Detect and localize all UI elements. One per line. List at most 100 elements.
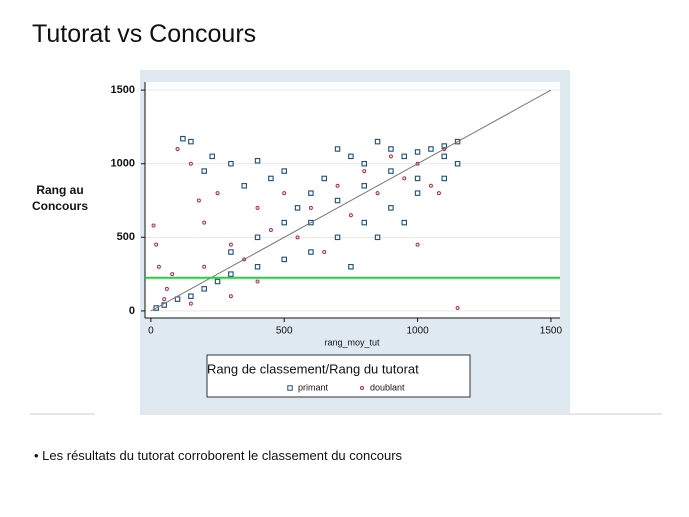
point [308, 219, 314, 226]
point [428, 146, 434, 152]
point [281, 168, 287, 174]
point [175, 146, 180, 151]
point [335, 183, 340, 188]
point [388, 205, 394, 211]
point [362, 169, 367, 174]
point [282, 191, 287, 196]
point [334, 234, 341, 241]
point [321, 175, 327, 182]
legend-title: Rang de classement/Rang du tutorat [207, 361, 419, 376]
point [361, 183, 367, 189]
point [308, 249, 314, 255]
point [348, 153, 354, 160]
point [402, 176, 407, 181]
bullet: • Les résultats du tutorat corroborent l… [34, 448, 403, 463]
legend-label: doublant [370, 382, 405, 392]
y-tick-label: 1500 [111, 84, 135, 96]
point [162, 297, 167, 302]
point [228, 160, 234, 167]
point [322, 250, 327, 255]
legend-marker [360, 386, 364, 390]
point [188, 301, 193, 306]
point [414, 190, 421, 196]
point [151, 223, 156, 228]
point [414, 149, 421, 155]
point [174, 296, 181, 302]
point [153, 305, 159, 311]
y-tick-label: 0 [129, 305, 135, 317]
x-tick-label: 1500 [540, 326, 563, 337]
y-tick-label: 500 [117, 231, 135, 243]
point [241, 183, 247, 189]
point [374, 138, 381, 145]
point [441, 153, 447, 160]
x-tick-label: 500 [276, 326, 293, 337]
point [201, 168, 207, 174]
point [254, 264, 261, 270]
point [201, 286, 207, 292]
point [254, 234, 261, 241]
point [228, 271, 234, 277]
point [455, 305, 460, 310]
point [156, 264, 161, 269]
slide-title: Tutorat vs Concours [32, 20, 257, 48]
point [188, 161, 193, 166]
point [228, 249, 234, 255]
point [228, 242, 233, 247]
legend-box [206, 354, 471, 398]
point [308, 205, 313, 210]
point [415, 161, 420, 166]
point [414, 175, 421, 182]
x-tick-label: 0 [148, 326, 154, 337]
point [254, 158, 261, 164]
point [436, 191, 441, 196]
point [401, 153, 407, 160]
legend-marker [287, 385, 293, 391]
x-tick-label: 1000 [406, 326, 429, 337]
point [164, 286, 169, 291]
point [268, 175, 274, 182]
point [388, 168, 394, 174]
point [442, 146, 447, 151]
point [348, 264, 354, 270]
point [154, 242, 159, 247]
point [401, 219, 407, 226]
point [374, 234, 381, 241]
point [295, 235, 300, 240]
point [454, 138, 461, 145]
point [294, 205, 301, 211]
point [454, 160, 461, 167]
bullet-text: Les résultats du tutorat corroborent le … [42, 448, 403, 463]
point [441, 143, 447, 149]
point [334, 197, 341, 204]
point [202, 264, 207, 269]
point [170, 272, 175, 277]
point [281, 256, 287, 263]
point [415, 242, 420, 247]
point [281, 219, 287, 226]
point [388, 146, 394, 152]
point [202, 220, 207, 225]
point [348, 213, 353, 218]
point [361, 219, 367, 226]
point [180, 135, 186, 142]
y-tick-label: 1000 [111, 158, 135, 170]
point [308, 190, 314, 196]
point [228, 294, 233, 299]
point [428, 183, 433, 188]
point [268, 227, 273, 232]
point [388, 154, 393, 159]
legend-label: primant [298, 382, 329, 392]
point [214, 278, 221, 285]
marks [150, 89, 552, 312]
point [361, 160, 367, 167]
x-axis-label: rang_moy_tut [324, 337, 380, 347]
point [215, 191, 220, 196]
point [334, 146, 341, 152]
point [255, 205, 260, 210]
point [242, 257, 247, 262]
point [188, 138, 194, 145]
y-axis-label: Rang au Concours [31, 183, 88, 213]
